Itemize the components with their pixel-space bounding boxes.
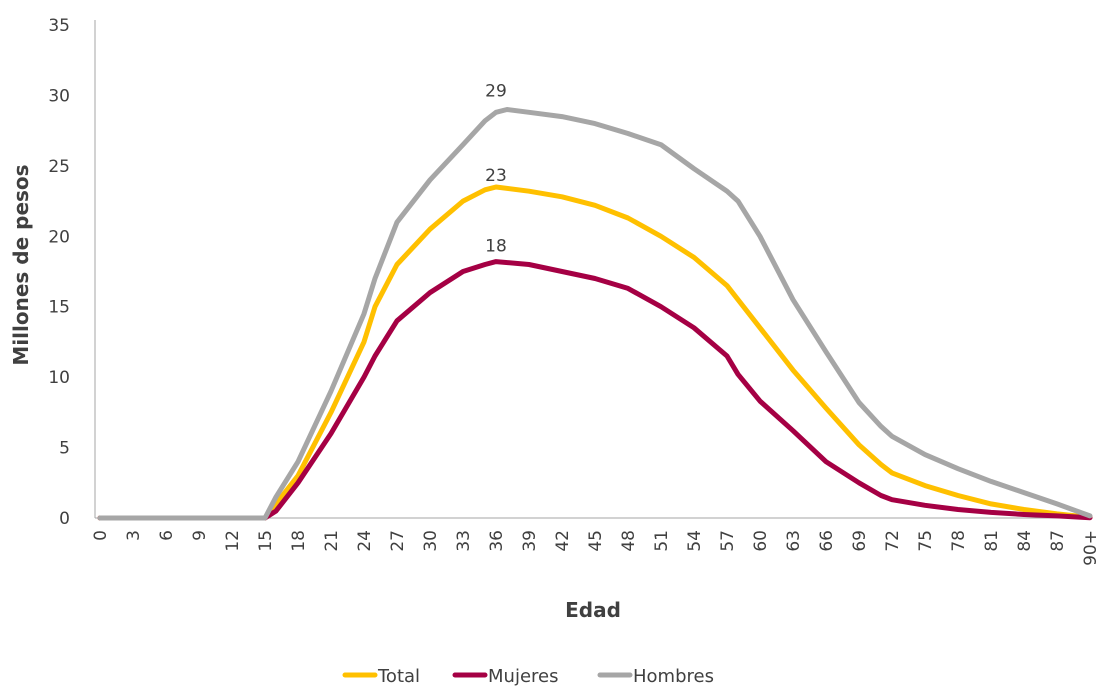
- x-tick-label: 54: [685, 530, 705, 552]
- y-tick-label: 30: [48, 86, 70, 106]
- x-tick-label: 57: [718, 530, 738, 552]
- data-label: 18: [485, 236, 507, 256]
- y-tick-labels: 0 5 10 15 20 25 30 35: [48, 16, 70, 529]
- data-label: 29: [485, 82, 507, 102]
- y-tick-label: 20: [48, 227, 70, 247]
- x-tick-label: 51: [652, 530, 672, 552]
- x-tick-label: 0: [91, 530, 111, 541]
- data-labels: 29 23 18: [485, 82, 507, 257]
- x-tick-label: 60: [751, 530, 771, 552]
- series-line-hombres: [97, 107, 1093, 521]
- x-tick-label: 24: [355, 530, 375, 552]
- x-tick-label: 27: [388, 530, 408, 552]
- axes: [94, 20, 1090, 519]
- x-tick-label: 90+: [1081, 530, 1099, 566]
- x-tick-label: 3: [124, 530, 144, 541]
- y-axis-title: Millones de pesos: [9, 164, 33, 365]
- x-tick-label: 66: [817, 530, 837, 552]
- x-tick-label: 45: [586, 530, 606, 552]
- legend-item-hombres: Hombres: [597, 666, 714, 687]
- x-tick-label: 84: [1015, 530, 1035, 552]
- series-line-mujeres: [97, 259, 1093, 521]
- x-tick-label: 42: [553, 530, 573, 552]
- legend-label: Mujeres: [488, 666, 558, 687]
- y-tick-label: 10: [48, 368, 70, 388]
- x-tick-label: 39: [520, 530, 540, 552]
- series-line-total: [97, 184, 1093, 521]
- x-tick-label: 81: [982, 530, 1002, 552]
- series-lines: [97, 107, 1093, 521]
- x-tick-label: 75: [916, 530, 936, 552]
- x-tick-label: 87: [1048, 530, 1068, 552]
- x-axis-title: Edad: [565, 598, 621, 622]
- x-tick-label: 48: [619, 530, 639, 552]
- y-tick-label: 0: [59, 509, 70, 529]
- x-tick-label: 21: [322, 530, 342, 552]
- x-tick-label: 18: [289, 530, 309, 552]
- legend-item-mujeres: Mujeres: [452, 666, 558, 687]
- x-tick-label: 9: [190, 530, 210, 541]
- x-tick-label: 36: [487, 530, 507, 552]
- y-tick-label: 15: [48, 298, 70, 318]
- data-label: 23: [485, 166, 507, 186]
- x-tick-labels: 0 3 6 9 12 15 18 21 24 27 30 33 36 39 42 45 48 51 54 57 60 63…: [91, 530, 1099, 566]
- x-tick-label: 30: [421, 530, 441, 552]
- x-tick-label: 15: [256, 530, 276, 552]
- x-tick-label: 78: [949, 530, 969, 552]
- legend: Total Mujeres Hombres: [342, 666, 714, 687]
- y-tick-label: 5: [59, 439, 70, 459]
- x-tick-label: 6: [157, 530, 177, 541]
- x-tick-label: 12: [223, 530, 243, 552]
- legend-label: Hombres: [633, 666, 714, 687]
- x-tick-label: 72: [883, 530, 903, 552]
- y-tick-label: 35: [48, 16, 70, 36]
- legend-label: Total: [377, 666, 420, 687]
- y-tick-label: 25: [48, 157, 70, 177]
- x-tick-label: 63: [784, 530, 804, 552]
- x-tick-label: 33: [454, 530, 474, 552]
- x-tick-label: 69: [850, 530, 870, 552]
- legend-item-total: Total: [342, 666, 420, 687]
